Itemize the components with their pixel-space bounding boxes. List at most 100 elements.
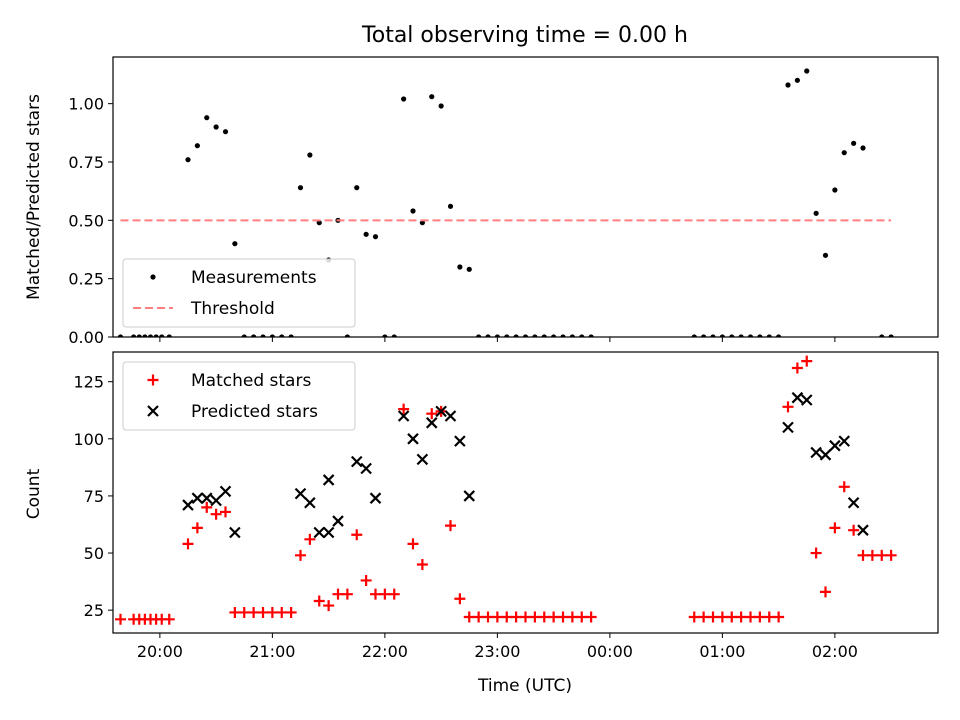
measurement-point <box>297 185 304 191</box>
measurement-point <box>513 334 519 337</box>
xtick-label: 02:00 <box>812 642 858 661</box>
measurement-point <box>185 157 191 163</box>
measurement-point <box>766 334 772 337</box>
matched-star-point <box>810 547 822 559</box>
matched-star-point <box>360 574 372 586</box>
matched-star-point <box>388 588 400 600</box>
matched-star-point <box>726 611 738 623</box>
matched-star-point <box>754 611 766 623</box>
measurement-point <box>804 68 810 74</box>
predicted-star-point <box>857 524 869 536</box>
predicted-star-point <box>435 405 447 418</box>
legend-marker <box>147 374 159 386</box>
measurement-point <box>466 266 472 272</box>
measurement-point <box>419 220 425 226</box>
measurement-point <box>344 334 350 337</box>
matched-star-point <box>323 600 335 612</box>
matched-star-point <box>820 586 831 598</box>
ytick-label: 0.00 <box>68 328 104 347</box>
matched-star-point <box>801 355 813 367</box>
measurement-point <box>579 334 585 337</box>
axes-frame <box>112 56 939 338</box>
matched-star-point <box>220 506 231 518</box>
matched-star-point <box>473 611 485 623</box>
ytick-label: 25 <box>84 601 104 620</box>
matched-star-point <box>295 549 306 561</box>
legend-marker <box>147 405 159 417</box>
predicted-star-point <box>444 410 457 422</box>
legend: Matched stars Predicted stars <box>122 361 356 431</box>
measurement-point <box>251 334 257 337</box>
predicted-star-point <box>229 526 241 539</box>
matched-star-point <box>201 501 213 513</box>
axes-frame <box>112 351 939 634</box>
measurement-point <box>485 334 491 337</box>
matched-star-point <box>276 606 288 618</box>
predicted-star-point <box>182 499 194 511</box>
matched-star-point <box>304 533 316 545</box>
matched-star-point <box>351 529 363 541</box>
ytick-label: 125 <box>73 373 104 392</box>
predicted-star-point <box>782 421 794 434</box>
matched-star-point <box>210 508 222 520</box>
xtick-label: 20:00 <box>137 642 183 661</box>
measurement-point <box>166 334 172 337</box>
measurement-point <box>269 334 275 337</box>
predicted-star-point <box>369 492 382 504</box>
measurement-point <box>159 334 165 337</box>
predicted-star-point <box>210 494 222 507</box>
matched-star-point <box>566 611 578 623</box>
measurement-point <box>241 334 247 337</box>
matched-star-point <box>529 611 541 623</box>
predicted-star-point <box>454 435 466 447</box>
measurement-point <box>729 334 735 337</box>
xtick-label: 01:00 <box>699 642 745 661</box>
measurement-point <box>832 187 838 193</box>
measurement-point <box>372 234 379 240</box>
top-panel: Matched/Predicted stars 0.00 0.25 0.50 0.75… <box>24 56 939 347</box>
matched-star-point <box>416 558 428 570</box>
matched-star-point <box>866 549 878 561</box>
measurement-point <box>136 334 142 337</box>
predicted-star-point <box>847 497 860 509</box>
xtick-label: 21:00 <box>249 642 295 661</box>
measurement-point <box>701 334 707 337</box>
measurement-point <box>153 334 159 337</box>
predicted-star-point <box>360 462 372 475</box>
matched-star-point <box>510 611 522 623</box>
matched-star-point <box>557 611 569 623</box>
predicted-star-point <box>829 439 841 452</box>
measurement-point <box>851 140 857 146</box>
measurement-point <box>560 334 566 337</box>
predicted-star-point <box>332 515 344 527</box>
measurement-point <box>532 334 538 337</box>
measurement-point <box>813 210 819 216</box>
measurement-point <box>588 334 594 337</box>
measurement-point <box>551 334 557 337</box>
matched-star-point <box>576 611 588 623</box>
matched-star-point <box>482 611 494 623</box>
predicted-star-point <box>294 487 307 500</box>
measurement-point <box>860 145 866 151</box>
xtick-label: 22:00 <box>362 642 408 661</box>
matched-star-point <box>445 520 456 532</box>
legend-box <box>122 258 356 328</box>
matched-star-point <box>520 611 531 623</box>
measurement-point <box>410 208 416 214</box>
measurement-point <box>457 264 463 270</box>
matched-star-point <box>191 522 203 534</box>
measurement-point <box>522 334 529 337</box>
legend-label: Predicted stars <box>191 402 318 422</box>
predicted-star-point <box>800 394 813 406</box>
measurement-point <box>307 152 313 158</box>
measurement-point <box>494 334 500 337</box>
matched-star-point <box>848 524 860 536</box>
measurement-point <box>785 82 791 88</box>
predicted-star-point <box>322 474 335 486</box>
matched-star-point <box>454 593 466 605</box>
matched-star-point <box>876 549 888 561</box>
matched-star-point <box>501 611 513 623</box>
matched-star-point <box>885 549 897 561</box>
ytick-label: 1.00 <box>68 95 104 114</box>
